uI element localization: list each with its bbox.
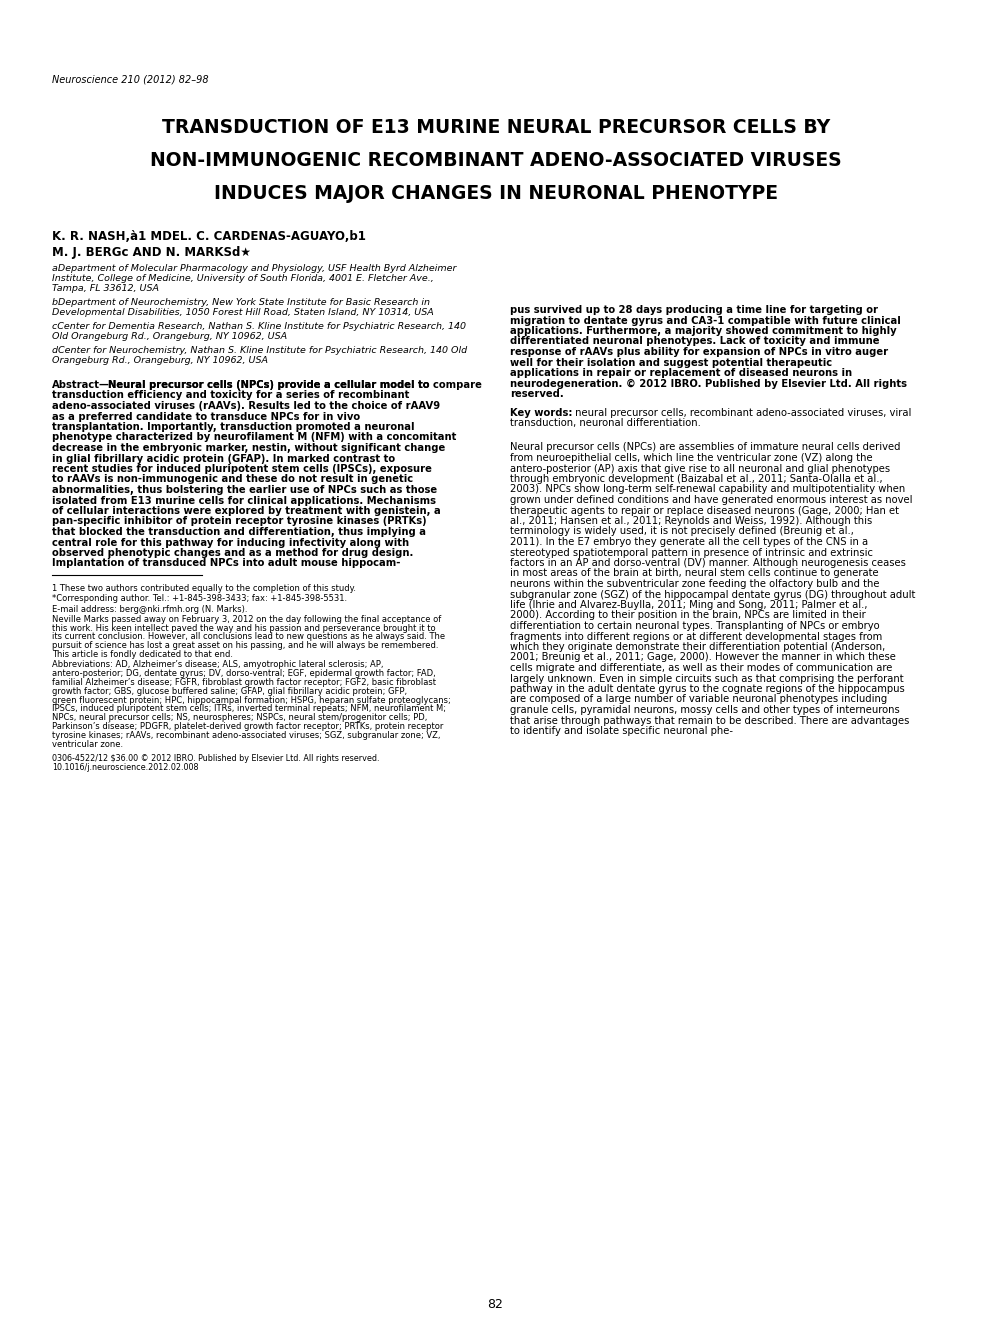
Text: Developmental Disabilities, 1050 Forest Hill Road, Staten Island, NY 10314, USA: Developmental Disabilities, 1050 Forest … <box>52 308 434 317</box>
Text: well for their isolation and suggest potential therapeutic: well for their isolation and suggest pot… <box>510 358 833 367</box>
Text: recent studies for induced pluripotent stem cells (IPSCs), exposure: recent studies for induced pluripotent s… <box>52 465 432 474</box>
Text: that blocked the transduction and differentiation, thus implying a: that blocked the transduction and differ… <box>52 527 426 537</box>
Text: in most areas of the brain at birth, neural stem cells continue to generate: in most areas of the brain at birth, neu… <box>510 569 879 578</box>
Text: central role for this pathway for inducing infectivity along with: central role for this pathway for induci… <box>52 537 409 548</box>
Text: 0306-4522/12 $36.00 © 2012 IBRO. Published by Elsevier Ltd. All rights reserved.: 0306-4522/12 $36.00 © 2012 IBRO. Publish… <box>52 754 379 763</box>
Text: 2000). According to their position in the brain, NPCs are limited in their: 2000). According to their position in th… <box>510 610 865 620</box>
Text: E-mail address: berg@nki.rfmh.org (N. Marks).: E-mail address: berg@nki.rfmh.org (N. Ma… <box>52 605 248 614</box>
Text: Key words:: Key words: <box>510 408 572 417</box>
Text: response of rAAVs plus ability for expansion of NPCs in vitro auger: response of rAAVs plus ability for expan… <box>510 347 888 356</box>
Text: ventricular zone.: ventricular zone. <box>52 739 123 748</box>
Text: growth factor; GBS, glucose buffered saline; GFAP, glial fibrillary acidic prote: growth factor; GBS, glucose buffered sal… <box>52 686 407 696</box>
Text: Abstract—: Abstract— <box>52 380 110 389</box>
Text: as a preferred candidate to transduce NPCs for in vivo: as a preferred candidate to transduce NP… <box>52 412 360 421</box>
Text: antero-posterior (AP) axis that give rise to all neuronal and glial phenotypes: antero-posterior (AP) axis that give ris… <box>510 463 890 474</box>
Text: fragments into different regions or at different developmental stages from: fragments into different regions or at d… <box>510 631 882 642</box>
Text: cells migrate and differentiate, as well as their modes of communication are: cells migrate and differentiate, as well… <box>510 663 892 673</box>
Text: NON-IMMUNOGENIC RECOMBINANT ADENO-ASSOCIATED VIRUSES: NON-IMMUNOGENIC RECOMBINANT ADENO-ASSOCI… <box>150 150 842 170</box>
Text: green fluorescent protein; HPC, hippocampal formation; HSPG, heparan sulfate pro: green fluorescent protein; HPC, hippocam… <box>52 696 450 705</box>
Text: adeno-associated viruses (rAAVs). Results led to the choice of rAAV9: adeno-associated viruses (rAAVs). Result… <box>52 401 441 411</box>
Text: This article is fondly dedicated to that end.: This article is fondly dedicated to that… <box>52 649 233 659</box>
Text: Implantation of transduced NPCs into adult mouse hippocam-: Implantation of transduced NPCs into adu… <box>52 558 400 569</box>
Text: to identify and isolate specific neuronal phe-: to identify and isolate specific neurona… <box>510 726 733 737</box>
Text: al., 2011; Hansen et al., 2011; Reynolds and Weiss, 1992). Although this: al., 2011; Hansen et al., 2011; Reynolds… <box>510 516 872 525</box>
Text: Tampa, FL 33612, USA: Tampa, FL 33612, USA <box>52 284 159 293</box>
Text: largely unknown. Even in simple circuits such as that comprising the perforant: largely unknown. Even in simple circuits… <box>510 673 904 684</box>
Text: stereotyped spatiotemporal pattern in presence of intrinsic and extrinsic: stereotyped spatiotemporal pattern in pr… <box>510 548 873 557</box>
Text: of cellular interactions were explored by treatment with genistein, a: of cellular interactions were explored b… <box>52 506 441 516</box>
Text: aDepartment of Molecular Pharmacology and Physiology, USF Health Byrd Alzheimer: aDepartment of Molecular Pharmacology an… <box>52 264 456 273</box>
Text: reserved.: reserved. <box>510 389 563 399</box>
Text: bDepartment of Neurochemistry, New York State Institute for Basic Research in: bDepartment of Neurochemistry, New York … <box>52 298 430 308</box>
Text: pathway in the adult dentate gyrus to the cognate regions of the hippocampus: pathway in the adult dentate gyrus to th… <box>510 684 905 694</box>
Text: life (Ihrie and Alvarez-Buylla, 2011; Ming and Song, 2011; Palmer et al.,: life (Ihrie and Alvarez-Buylla, 2011; Mi… <box>510 601 867 610</box>
Text: factors in an AP and dorso-ventral (DV) manner. Although neurogenesis ceases: factors in an AP and dorso-ventral (DV) … <box>510 558 906 568</box>
Text: TRANSDUCTION OF E13 MURINE NEURAL PRECURSOR CELLS BY: TRANSDUCTION OF E13 MURINE NEURAL PRECUR… <box>162 117 831 137</box>
Text: tyrosine kinases; rAAVs, recombinant adeno-associated viruses; SGZ, subgranular : tyrosine kinases; rAAVs, recombinant ade… <box>52 731 441 739</box>
Text: decrease in the embryonic marker, nestin, without significant change: decrease in the embryonic marker, nestin… <box>52 444 446 453</box>
Text: 2001; Breunig et al., 2011; Gage, 2000). However the manner in which these: 2001; Breunig et al., 2011; Gage, 2000).… <box>510 652 896 663</box>
Text: through embryonic development (Baizabal et al., 2011; Santa-Olalla et al.,: through embryonic development (Baizabal … <box>510 474 883 484</box>
Text: pus survived up to 28 days producing a time line for targeting or: pus survived up to 28 days producing a t… <box>510 305 878 315</box>
Text: neural precursor cells, recombinant adeno-associated viruses, viral: neural precursor cells, recombinant aden… <box>572 408 912 417</box>
Text: Neural precursor cells (NPCs) are assemblies of immature neural cells derived: Neural precursor cells (NPCs) are assemb… <box>510 442 901 453</box>
Text: Neville Marks passed away on February 3, 2012 on the day following the final acc: Neville Marks passed away on February 3,… <box>52 615 442 624</box>
Text: neurodegeneration. © 2012 IBRO. Published by Elsevier Ltd. All rights: neurodegeneration. © 2012 IBRO. Publishe… <box>510 379 907 388</box>
Text: grown under defined conditions and have generated enormous interest as novel: grown under defined conditions and have … <box>510 495 913 506</box>
Text: Neural precursor cells (NPCs) provide a cellular model to: Neural precursor cells (NPCs) provide a … <box>108 380 430 389</box>
Text: neurons within the subventricular zone feeding the olfactory bulb and the: neurons within the subventricular zone f… <box>510 579 879 589</box>
Text: transduction efficiency and toxicity for a series of recombinant: transduction efficiency and toxicity for… <box>52 391 410 400</box>
Text: to rAAVs is non-immunogenic and these do not result in genetic: to rAAVs is non-immunogenic and these do… <box>52 474 413 484</box>
Text: Neuroscience 210 (2012) 82–98: Neuroscience 210 (2012) 82–98 <box>52 75 209 84</box>
Text: differentiated neuronal phenotypes. Lack of toxicity and immune: differentiated neuronal phenotypes. Lack… <box>510 337 879 346</box>
Text: that arise through pathways that remain to be described. There are advantages: that arise through pathways that remain … <box>510 715 910 726</box>
Text: granule cells, pyramidal neurons, mossy cells and other types of interneurons: granule cells, pyramidal neurons, mossy … <box>510 705 900 715</box>
Text: 2011). In the E7 embryo they generate all the cell types of the CNS in a: 2011). In the E7 embryo they generate al… <box>510 537 868 546</box>
Text: isolated from E13 murine cells for clinical applications. Mechanisms: isolated from E13 murine cells for clini… <box>52 495 436 506</box>
Text: K. R. NASH,à1 MDEL. C. CARDENAS-AGUAYO,b1: K. R. NASH,à1 MDEL. C. CARDENAS-AGUAYO,b… <box>52 230 366 243</box>
Text: applications in repair or replacement of diseased neurons in: applications in repair or replacement of… <box>510 368 852 378</box>
Text: therapeutic agents to repair or replace diseased neurons (Gage, 2000; Han et: therapeutic agents to repair or replace … <box>510 506 899 516</box>
Text: dCenter for Neurochemistry, Nathan S. Kline Institute for Psychiatric Research, : dCenter for Neurochemistry, Nathan S. Kl… <box>52 346 467 355</box>
Text: pursuit of science has lost a great asset on his passing, and he will always be : pursuit of science has lost a great asse… <box>52 642 439 651</box>
Text: familial Alzheimer’s disease; FGFR, fibroblast growth factor receptor; FGF2, bas: familial Alzheimer’s disease; FGFR, fibr… <box>52 678 436 686</box>
Text: 82: 82 <box>487 1298 503 1311</box>
Text: transplantation. Importantly, transduction promoted a neuronal: transplantation. Importantly, transducti… <box>52 422 415 432</box>
Text: applications. Furthermore, a majority showed commitment to highly: applications. Furthermore, a majority sh… <box>510 326 897 337</box>
Text: pan-specific inhibitor of protein receptor tyrosine kinases (PRTKs): pan-specific inhibitor of protein recept… <box>52 516 427 527</box>
Text: NPCs, neural precursor cells; NS, neurospheres; NSPCs, neural stem/progenitor ce: NPCs, neural precursor cells; NS, neuros… <box>52 713 428 722</box>
Text: differentiation to certain neuronal types. Transplanting of NPCs or embryo: differentiation to certain neuronal type… <box>510 620 880 631</box>
Text: its current conclusion. However, all conclusions lead to new questions as he alw: its current conclusion. However, all con… <box>52 632 446 642</box>
Text: 2003). NPCs show long-term self-renewal capability and multipotentiality when: 2003). NPCs show long-term self-renewal … <box>510 484 905 495</box>
Text: are composed of a large number of variable neuronal phenotypes including: are composed of a large number of variab… <box>510 694 887 705</box>
Text: INDUCES MAJOR CHANGES IN NEURONAL PHENOTYPE: INDUCES MAJOR CHANGES IN NEURONAL PHENOT… <box>214 183 778 203</box>
Text: subgranular zone (SGZ) of the hippocampal dentate gyrus (DG) throughout adult: subgranular zone (SGZ) of the hippocampa… <box>510 590 916 599</box>
Text: transduction, neuronal differentiation.: transduction, neuronal differentiation. <box>510 418 701 428</box>
Text: 10.1016/j.neuroscience.2012.02.008: 10.1016/j.neuroscience.2012.02.008 <box>52 763 199 772</box>
Text: antero-posterior; DG, dentate gyrus; DV, dorso-ventral; EGF, epidermal growth fa: antero-posterior; DG, dentate gyrus; DV,… <box>52 669 436 678</box>
Text: cCenter for Dementia Research, Nathan S. Kline Institute for Psychiatric Researc: cCenter for Dementia Research, Nathan S.… <box>52 322 466 331</box>
Text: in glial fibrillary acidic protein (GFAP). In marked contrast to: in glial fibrillary acidic protein (GFAP… <box>52 454 395 463</box>
Text: terminology is widely used, it is not precisely defined (Breunig et al.,: terminology is widely used, it is not pr… <box>510 527 853 536</box>
Text: Orangeburg Rd., Orangeburg, NY 10962, USA: Orangeburg Rd., Orangeburg, NY 10962, US… <box>52 356 268 366</box>
Text: Parkinson’s disease; PDGFR, platelet-derived growth factor receptor; PRTKs, prot: Parkinson’s disease; PDGFR, platelet-der… <box>52 722 444 731</box>
Text: *Corresponding author. Tel.: +1-845-398-3433; fax: +1-845-398-5531.: *Corresponding author. Tel.: +1-845-398-… <box>52 594 347 603</box>
Text: abnormalities, thus bolstering the earlier use of NPCs such as those: abnormalities, thus bolstering the earli… <box>52 484 438 495</box>
Text: phenotype characterized by neurofilament M (NFM) with a concomitant: phenotype characterized by neurofilament… <box>52 433 456 442</box>
Text: from neuroepithelial cells, which line the ventricular zone (VZ) along the: from neuroepithelial cells, which line t… <box>510 453 872 463</box>
Text: which they originate demonstrate their differentiation potential (Anderson,: which they originate demonstrate their d… <box>510 642 885 652</box>
Text: Neural precursor cells (NPCs) provide a cellular model to compare: Neural precursor cells (NPCs) provide a … <box>108 380 482 389</box>
Text: 1 These two authors contributed equally to the completion of this study.: 1 These two authors contributed equally … <box>52 583 356 593</box>
Text: IPSCs, induced pluripotent stem cells; ITRs, inverted terminal repeats; NFM, neu: IPSCs, induced pluripotent stem cells; I… <box>52 705 446 713</box>
Text: observed phenotypic changes and as a method for drug design.: observed phenotypic changes and as a met… <box>52 548 414 558</box>
Text: M. J. BERGc AND N. MARKSd★: M. J. BERGc AND N. MARKSd★ <box>52 246 250 259</box>
Text: migration to dentate gyrus and CA3-1 compatible with future clinical: migration to dentate gyrus and CA3-1 com… <box>510 315 901 326</box>
Text: this work. His keen intellect paved the way and his passion and perseverance bro: this work. His keen intellect paved the … <box>52 623 436 632</box>
Text: Old Orangeburg Rd., Orangeburg, NY 10962, USA: Old Orangeburg Rd., Orangeburg, NY 10962… <box>52 333 287 341</box>
Text: Institute, College of Medicine, University of South Florida, 4001 E. Fletcher Av: Institute, College of Medicine, Universi… <box>52 275 434 282</box>
Text: Abbreviations: AD, Alzheimer’s disease; ALS, amyotrophic lateral sclerosis; AP,: Abbreviations: AD, Alzheimer’s disease; … <box>52 660 383 669</box>
